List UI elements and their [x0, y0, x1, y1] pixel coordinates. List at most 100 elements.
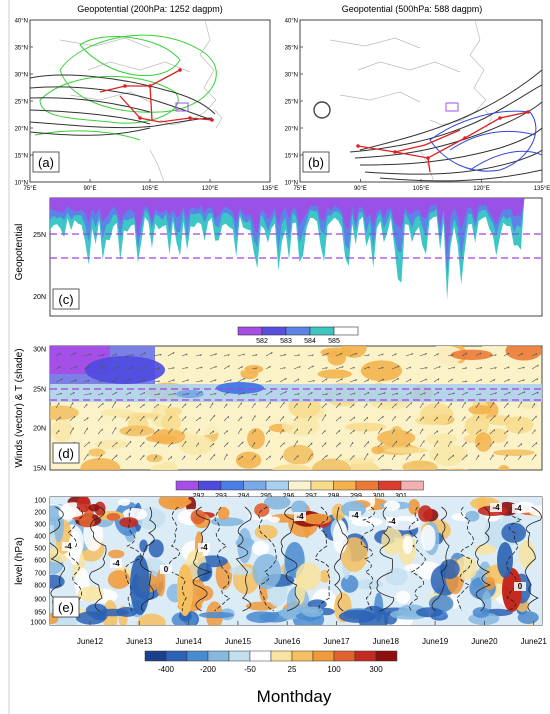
legend-swatch: [261, 326, 287, 336]
coastline-a: [59, 20, 223, 182]
panel-d-lat-label: 25N: [33, 387, 46, 394]
panel-a-lon-label: 90°E: [83, 186, 96, 192]
panel-a-lon-label: 120°E: [202, 186, 218, 192]
contour-label: -4: [388, 517, 396, 526]
panel-e-level-label: 950: [34, 610, 46, 617]
panel-e-legend: -400 -200 -50 25 100 300: [144, 650, 398, 674]
legend-swatch: [270, 650, 293, 662]
panel-e-label: (e): [58, 600, 74, 615]
x-tick-label: June19: [422, 637, 449, 646]
shade-583: [50, 198, 542, 255]
legend-label: -400: [158, 665, 175, 674]
panel-b-lon-label: 90°E: [354, 186, 367, 192]
legend-swatch: [265, 480, 289, 491]
legend-swatch: [288, 480, 312, 491]
panel-c-label-box: [52, 288, 80, 310]
panel-e-level-label: 900: [34, 597, 46, 604]
panel-b-title: Geopotential (500hPa: 588 dagpm): [342, 4, 483, 14]
legend-swatch: [291, 650, 314, 662]
x-tick-label: June13: [126, 637, 153, 646]
legend-swatch: [333, 650, 356, 662]
contour-label: 0: [164, 565, 169, 574]
legend-label: 583: [280, 338, 292, 345]
panel-b-lon-label: 75°E: [293, 186, 306, 192]
legend-swatch: [333, 480, 357, 491]
panel-a-map: [30, 20, 223, 182]
track-point: [463, 136, 467, 140]
legend-swatch: [355, 480, 379, 491]
panel-e-contour-labels: -4 -4 -4 -4 -4 -4 -4 -4 0 0: [62, 503, 526, 591]
legend-swatch: [312, 650, 335, 662]
legend-swatch: [186, 650, 209, 662]
panel-a-lat-ticks: 40°N 35°N 30°N 25°N 20°N 15°N 10°N: [15, 19, 33, 187]
panel-e-level-label: 300: [34, 522, 46, 529]
panel-c-legend: 582 583 584 585: [237, 326, 359, 345]
panel-b-lat-label: 15°N: [285, 154, 298, 160]
panel-d-ylabel: Winds (vector) & T (shade): [14, 348, 25, 467]
legend-swatch: [243, 480, 267, 491]
track-point: [138, 116, 142, 120]
contour-label: -4: [514, 504, 522, 513]
track-point: [123, 84, 127, 88]
red-track-b: [357, 111, 529, 173]
panel-a-lat-label: 25°N: [15, 100, 28, 106]
panel-b-frame: [299, 19, 543, 183]
panel-e-level-label: 100: [34, 498, 46, 505]
panel-c-ylabel: Geopotential: [14, 224, 25, 281]
legend-label: 100: [327, 665, 341, 674]
panel-b-lat-label: 30°N: [285, 73, 298, 79]
black-contour-4: [30, 109, 151, 125]
legend-swatch: [375, 650, 398, 662]
panel-b: Geopotential (500hPa: 588 dagpm): [285, 4, 550, 192]
x-tick-label: June18: [373, 637, 400, 646]
panel-e-level-label: 200: [34, 510, 46, 517]
green-contour-1: [59, 34, 217, 113]
panel-a-lat-label: 40°N: [15, 19, 28, 25]
track-point: [393, 150, 397, 154]
panel-e-label-box: [52, 596, 80, 618]
panel-e-level-label: 400: [34, 534, 46, 541]
panel-b-lat-label: 35°N: [285, 46, 298, 52]
track-point: [498, 116, 502, 120]
legend-label: 585: [328, 338, 340, 345]
panel-b-lon-label: 120°E: [473, 186, 489, 192]
contour-label: -4: [351, 511, 359, 520]
panel-e-level-label: 500: [34, 546, 46, 553]
panel-a-lon-label: 75°E: [23, 186, 36, 192]
panel-d-shading: [50, 346, 542, 470]
panel-a-lon-label: 105°E: [142, 186, 158, 192]
black-contour-b6: [379, 169, 542, 182]
legend-swatch: [207, 650, 230, 662]
x-axis-title: Monthday: [257, 687, 332, 706]
contour-label: -4: [492, 503, 500, 512]
panel-b-label: (b): [308, 155, 324, 170]
panel-a-label: (a): [38, 155, 54, 170]
panel-b-lat-label: 25°N: [285, 100, 298, 106]
legend-swatch: [220, 480, 244, 491]
x-axis-ticks: June12 June13 June14 June15 June16 June17 June…: [77, 621, 547, 646]
panel-a-lon-ticks: 75°E 90°E 105°E 120°E 135°E: [23, 179, 278, 192]
legend-swatch: [165, 650, 188, 662]
small-contour-b: [313, 101, 331, 119]
black-contour-1: [30, 74, 216, 115]
legend-label: 300: [369, 665, 383, 674]
black-contour-2: [30, 86, 213, 121]
panel-a-lat-label: 15°N: [15, 154, 28, 160]
track-point: [188, 116, 192, 120]
legend-swatch: [285, 326, 311, 336]
panel-e-level-label: 1000: [30, 620, 46, 627]
black-contour-b4: [359, 127, 542, 166]
contour-label: -4: [200, 543, 208, 552]
track-point: [210, 118, 214, 122]
x-tick-label: June15: [225, 637, 252, 646]
legend-label: -200: [200, 665, 217, 674]
panel-e-level-label: 800: [34, 583, 46, 590]
legend-label: -50: [244, 665, 256, 674]
target-region-box: [175, 102, 189, 112]
x-tick-label: June12: [77, 637, 104, 646]
panel-c-shading: [50, 198, 542, 300]
panel-b-label-box: [302, 151, 330, 173]
panel-c: 25N 20N Geopotential (c) 582 583 584 585: [14, 197, 543, 345]
